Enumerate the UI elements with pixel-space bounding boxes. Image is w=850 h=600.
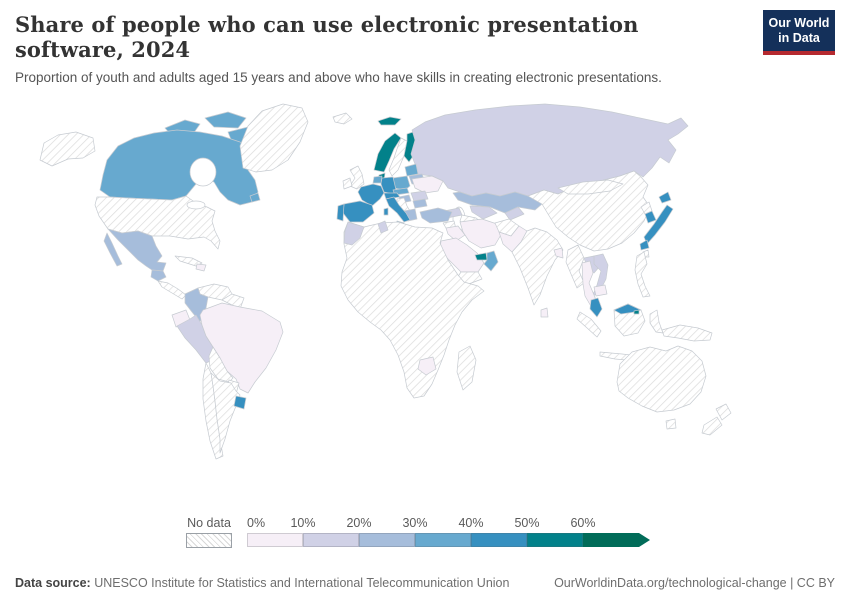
country-indonesia-sulawesi[interactable] (649, 309, 664, 334)
country-mexico-baja[interactable] (103, 232, 123, 267)
country-japan-honshu[interactable] (643, 204, 674, 245)
country-uzbekistan[interactable] (469, 205, 498, 220)
country-ukraine[interactable] (411, 175, 444, 194)
country-australia[interactable] (616, 345, 707, 413)
country-indonesia-sumatra[interactable] (576, 311, 602, 338)
country-bulgaria[interactable] (412, 198, 428, 209)
legend-bin-50-60%[interactable] (527, 533, 583, 547)
country-iceland[interactable] (332, 112, 353, 125)
data-source-label: Data source: (15, 576, 91, 590)
legend-bin-10-20%[interactable] (303, 533, 359, 547)
page-title: Share of people who can use electronic p… (15, 12, 639, 62)
country-romania[interactable] (410, 190, 429, 202)
country-tasmania[interactable] (665, 418, 677, 430)
chart-subtitle: Proportion of youth and adults aged 15 y… (15, 70, 662, 85)
country-iran[interactable] (459, 218, 503, 249)
country-cambodia[interactable] (593, 284, 608, 297)
country-new-zealand-south[interactable] (701, 416, 723, 436)
legend-bin-0-10%[interactable] (247, 533, 303, 547)
legend-tick-10%: 10% (290, 516, 316, 530)
owid-logo-line2: in Data (778, 31, 820, 45)
country-oman[interactable] (483, 250, 499, 272)
country-mongolia[interactable] (557, 179, 624, 195)
owid-logo[interactable]: Our World in Data (763, 10, 835, 55)
country-japan-kyushu[interactable] (639, 239, 650, 251)
legend-tick-30%: 30% (402, 516, 428, 530)
legend-color-bar (247, 533, 650, 547)
country-france[interactable] (357, 183, 385, 207)
country-canada-newfoundland[interactable] (249, 192, 261, 203)
legend-tick-0%: 0% (247, 516, 266, 530)
country-kyrgyzstan-tajikistan[interactable] (504, 206, 525, 221)
owid-logo-line1: Our World (768, 16, 830, 30)
legend-no-data-label: No data (187, 516, 231, 530)
country-malaysia-peninsular[interactable] (589, 297, 603, 318)
country-netherlands-belgium[interactable] (372, 175, 383, 184)
world-choropleth-map (39, 103, 732, 460)
country-south-korea[interactable] (644, 210, 657, 224)
attribution-link[interactable]: OurWorldinData.org/technological-change … (554, 576, 835, 590)
country-portugal[interactable] (336, 203, 345, 222)
legend-tick-50%: 50% (514, 516, 540, 530)
country-new-zealand-north[interactable] (715, 403, 732, 421)
country-tunisia[interactable] (377, 220, 389, 234)
country-canada[interactable] (99, 129, 259, 206)
country-svalbard[interactable] (377, 116, 402, 126)
country-zimbabwe[interactable] (417, 356, 437, 376)
legend-tick-60%: 60% (570, 516, 596, 530)
legend-tick-40%: 40% (458, 516, 484, 530)
country-argentina[interactable] (210, 372, 241, 454)
map-legend: No data 0% 10% 20% 30% 40% 50% 60% (186, 516, 650, 548)
country-myanmar[interactable] (565, 244, 585, 289)
chart-header: Share of people who can use electronic p… (15, 12, 750, 85)
country-uruguay[interactable] (233, 395, 247, 410)
chart-footer: Data source: UNESCO Institute for Statis… (15, 576, 835, 590)
country-bangladesh[interactable] (553, 247, 564, 259)
country-guatemala[interactable] (150, 269, 167, 282)
hudson-bay (189, 157, 217, 187)
legend-scale: 0% 10% 20% 30% 40% 50% 60% (247, 516, 650, 548)
country-italy[interactable] (385, 196, 411, 223)
country-mexico[interactable] (107, 228, 167, 272)
country-sri-lanka[interactable] (540, 307, 549, 318)
legend-bin-40-50%[interactable] (471, 533, 527, 547)
legend-tick-20%: 20% (346, 516, 372, 530)
country-brunei[interactable] (633, 309, 640, 315)
country-dominican-republic[interactable] (195, 263, 207, 272)
country-brazil[interactable] (199, 302, 284, 394)
country-italy-sardinia[interactable] (383, 207, 389, 216)
country-alaska-usa[interactable] (39, 131, 96, 167)
country-philippines[interactable] (634, 251, 651, 298)
country-ireland[interactable] (342, 177, 353, 190)
country-united-kingdom[interactable] (349, 165, 365, 190)
country-central-america[interactable] (157, 280, 187, 300)
legend-no-data: No data (186, 516, 232, 548)
legend-no-data-swatch[interactable] (186, 533, 232, 548)
data-source-note: Data source: UNESCO Institute for Statis… (15, 576, 509, 590)
region-africa[interactable] (340, 221, 485, 399)
country-morocco[interactable] (343, 221, 365, 246)
country-canada-arctic-2[interactable] (204, 111, 247, 129)
legend-bin-60%+[interactable] (583, 533, 650, 547)
country-japan-hokkaido[interactable] (658, 191, 672, 204)
country-madagascar[interactable] (456, 345, 477, 391)
country-iraq[interactable] (445, 225, 466, 242)
country-new-guinea[interactable] (661, 324, 713, 342)
country-spain[interactable] (342, 200, 375, 223)
country-baltic-states[interactable] (404, 163, 419, 177)
legend-bin-20-30%[interactable] (359, 533, 415, 547)
great-lakes (186, 200, 206, 210)
country-russia[interactable] (410, 103, 689, 197)
data-source-text: UNESCO Institute for Statistics and Inte… (90, 576, 510, 590)
country-turkey[interactable] (419, 207, 453, 224)
country-greenland[interactable] (239, 103, 309, 173)
legend-bin-30-40%[interactable] (415, 533, 471, 547)
